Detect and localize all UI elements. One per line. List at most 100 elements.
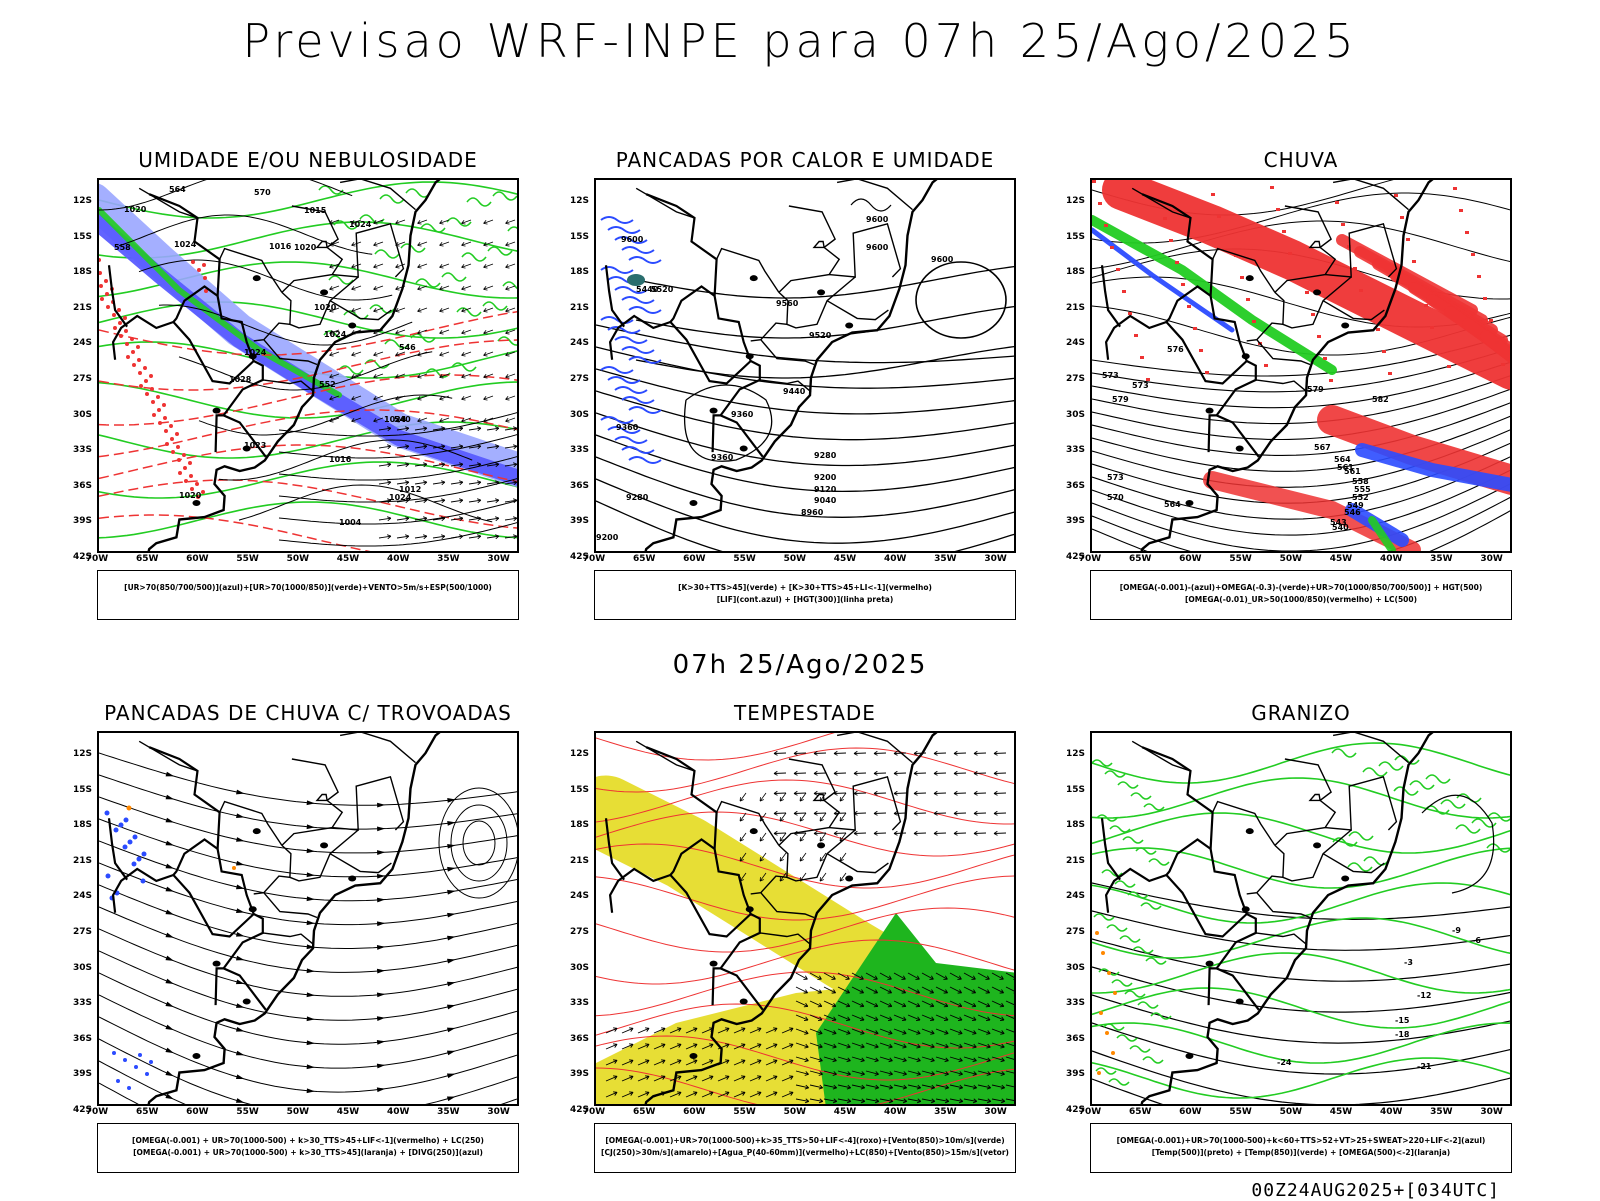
p2-contour-label: 9360	[616, 423, 639, 432]
latitude-tick-label: 33S	[1063, 445, 1085, 455]
legend-line: [OMEGA(-0.001)+UR>70(1000-500)+k<60+TTS>…	[1091, 1135, 1511, 1147]
panel-title: CHUVA	[1090, 148, 1512, 172]
latitude-tick-label: 36S	[1063, 1034, 1085, 1044]
latitude-tick-label: 27S	[1063, 374, 1085, 384]
p3-contour-label: 570	[1107, 493, 1124, 502]
latitude-tick-label: 24S	[1063, 338, 1085, 348]
p3-contour-label: 582	[1372, 395, 1389, 404]
longitude-tick-label: 50W	[1276, 554, 1306, 564]
latitude-tick-label: 21S	[567, 303, 589, 313]
p2-contour-label: 8960	[801, 508, 824, 517]
latitude-tick-label: 30S	[70, 410, 92, 420]
p1-contour-label: 1020	[124, 205, 147, 214]
longitude-tick-label: 40W	[383, 1107, 413, 1117]
longitude-tick-label: 55W	[730, 554, 760, 564]
legend-line: [OMEGA(-0.001)-(azul)+OMEGA(-0.3)-(verde…	[1091, 582, 1511, 594]
longitude-tick-label: 40W	[1376, 1107, 1406, 1117]
longitude-tick-label: 45W	[830, 1107, 860, 1117]
p1-contour-label: 1016	[269, 242, 292, 251]
longitude-tick-label: 55W	[1226, 1107, 1256, 1117]
p2-contour-label: 9600	[621, 235, 644, 244]
longitude-tick-label: 70W	[82, 554, 112, 564]
p1-contour-label: 570	[254, 188, 271, 197]
longitude-tick-label: 50W	[283, 554, 313, 564]
map-canvas	[596, 733, 1016, 1106]
p6-contour-label: -6	[1472, 936, 1481, 945]
longitude-tick-label: 40W	[1376, 554, 1406, 564]
p3-contour-label: 573	[1132, 381, 1149, 390]
p2-contour-label: 9120	[814, 485, 837, 494]
latitude-tick-label: 30S	[567, 410, 589, 420]
longitude-tick-label: 45W	[830, 554, 860, 564]
latitude-tick-label: 24S	[70, 891, 92, 901]
latitude-tick-label: 18S	[70, 267, 92, 277]
map-basemap	[1102, 733, 1446, 1106]
p3-contour-label: 561	[1337, 463, 1354, 472]
panel-legend: [UR>70(850/700/500)](azul)+[UR>70(1000/8…	[97, 570, 519, 620]
longitude-tick-label: 30W	[484, 1107, 514, 1117]
latitude-tick-label: 15S	[1063, 785, 1085, 795]
longitude-tick-label: 55W	[233, 554, 263, 564]
legend-line: [K>30+TTS>45](verde) + [K>30+TTS>45+LI<-…	[595, 582, 1015, 594]
longitude-tick-label: 30W	[1477, 1107, 1507, 1117]
p2-contour-label: 9200	[814, 473, 837, 482]
latitude-tick-label: 27S	[567, 374, 589, 384]
latitude-tick-label: 30S	[567, 963, 589, 973]
longitude-tick-label: 60W	[1175, 554, 1205, 564]
longitude-tick-label: 45W	[333, 1107, 363, 1117]
p3-contour-label: 576	[1167, 345, 1184, 354]
p1-contour-label: 1020	[294, 243, 317, 252]
latitude-tick-label: 21S	[1063, 856, 1085, 866]
latitude-tick-label: 39S	[567, 516, 589, 526]
latitude-tick-label: 12S	[1063, 749, 1085, 759]
p6-contour-label: -24	[1277, 1058, 1292, 1067]
p3-contour-label: 546	[1344, 508, 1361, 517]
legend-line: [OMEGA(-0.001) + UR>70(1000-500) + k>30_…	[98, 1135, 518, 1147]
p3-contour-label: 573	[1102, 371, 1119, 380]
longitude-tick-label: 70W	[1075, 554, 1105, 564]
map-canvas: -3-12-15-18-21-24-9-6	[1092, 733, 1512, 1106]
forecast-map	[97, 731, 519, 1106]
longitude-tick-label: 60W	[1175, 1107, 1205, 1117]
latitude-tick-label: 12S	[567, 196, 589, 206]
longitude-tick-label: 70W	[579, 1107, 609, 1117]
p6-contour-label: -18	[1395, 1030, 1410, 1039]
latitude-tick-label: 33S	[70, 445, 92, 455]
latitude-tick-label: 24S	[70, 338, 92, 348]
latitude-tick-label: 24S	[567, 338, 589, 348]
p2-contour-label: 9440	[783, 387, 806, 396]
latitude-tick-label: 36S	[70, 481, 92, 491]
longitude-tick-label: 65W	[1125, 1107, 1155, 1117]
map-canvas	[99, 733, 519, 1106]
latitude-tick-label: 39S	[1063, 516, 1085, 526]
latitude-tick-label: 21S	[70, 303, 92, 313]
longitude-tick-label: 50W	[1276, 1107, 1306, 1117]
latitude-tick-label: 30S	[1063, 410, 1085, 420]
longitude-tick-label: 30W	[981, 1107, 1011, 1117]
longitude-tick-label: 65W	[629, 554, 659, 564]
longitude-tick-label: 65W	[132, 554, 162, 564]
p1-contour-label: 1024	[389, 493, 412, 502]
latitude-tick-label: 15S	[70, 785, 92, 795]
latitude-tick-label: 21S	[70, 856, 92, 866]
p2-contour-label: 9040	[814, 496, 837, 505]
latitude-tick-label: 39S	[1063, 1069, 1085, 1079]
panel-title: PANCADAS POR CALOR E UMIDADE	[594, 148, 1016, 172]
longitude-tick-label: 60W	[679, 1107, 709, 1117]
p2-contour-label: 9360	[731, 410, 754, 419]
latitude-tick-label: 36S	[567, 1034, 589, 1044]
p2-contour-label: 9600	[866, 215, 889, 224]
latitude-tick-label: 15S	[1063, 232, 1085, 242]
p3-contour-label: 540	[1332, 523, 1349, 532]
longitude-tick-label: 70W	[82, 1107, 112, 1117]
latitude-tick-label: 15S	[567, 785, 589, 795]
p6-contour-label: -9	[1452, 926, 1461, 935]
p6-contour-label: -15	[1395, 1016, 1410, 1025]
longitude-tick-label: 60W	[679, 554, 709, 564]
longitude-tick-label: 30W	[981, 554, 1011, 564]
longitude-tick-label: 35W	[1426, 554, 1456, 564]
